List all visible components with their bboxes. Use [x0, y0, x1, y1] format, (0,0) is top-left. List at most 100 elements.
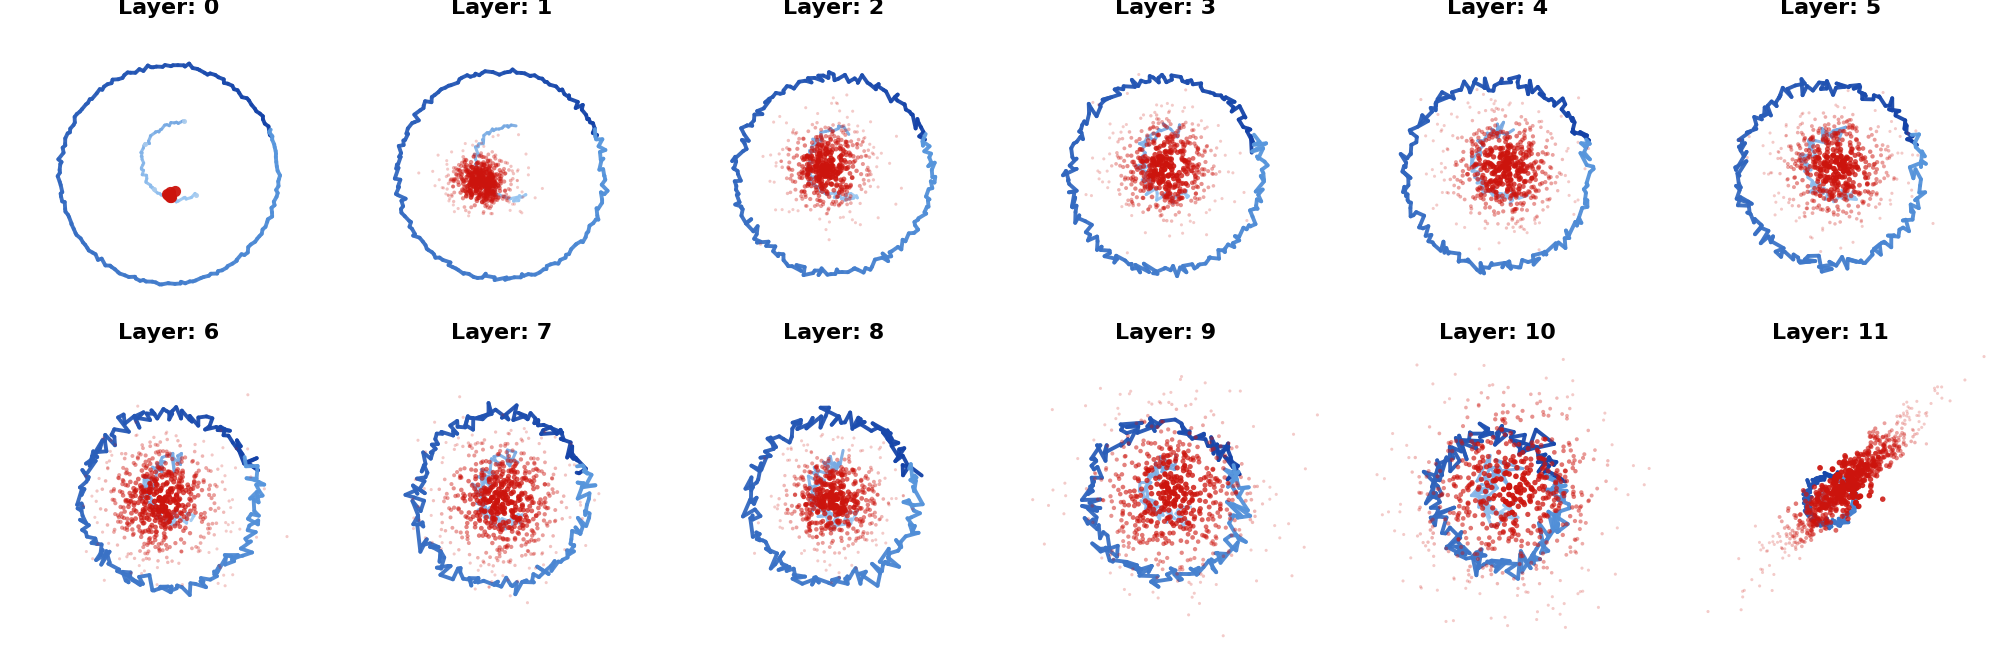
Point	[498, 477, 529, 487]
Point	[500, 505, 531, 515]
Point	[1834, 158, 1866, 169]
Point	[1147, 176, 1179, 187]
Point	[1782, 148, 1814, 159]
Point	[130, 492, 162, 503]
Point	[470, 485, 501, 496]
Point	[1093, 568, 1125, 578]
Point	[462, 177, 494, 187]
Point	[118, 498, 150, 508]
Point	[468, 208, 500, 218]
Point	[1534, 434, 1566, 445]
Point	[116, 517, 148, 527]
Point	[1780, 539, 1812, 549]
Point	[513, 516, 545, 527]
Point	[1117, 500, 1149, 511]
Point	[1794, 133, 1826, 143]
Point	[511, 537, 543, 547]
Point	[152, 189, 184, 199]
Point	[841, 143, 873, 153]
Point	[480, 194, 511, 205]
Point	[787, 475, 819, 485]
Point	[478, 492, 509, 502]
Point	[1510, 189, 1542, 199]
Point	[505, 517, 537, 527]
Point	[496, 199, 527, 209]
Point	[1237, 421, 1269, 432]
Point	[1163, 515, 1195, 525]
Point	[198, 490, 230, 500]
Point	[1137, 137, 1169, 147]
Point	[1483, 158, 1514, 169]
Point	[1491, 185, 1522, 195]
Point	[811, 486, 843, 497]
Point	[474, 187, 505, 198]
Point	[1467, 519, 1498, 529]
Point	[1163, 186, 1195, 197]
Point	[1804, 171, 1836, 182]
Point	[797, 503, 829, 513]
Point	[452, 172, 484, 182]
Point	[1135, 160, 1167, 171]
Point	[1804, 525, 1836, 536]
Point	[1457, 453, 1489, 463]
Point	[152, 434, 184, 445]
Point	[1542, 503, 1574, 513]
Point	[1824, 190, 1856, 201]
Point	[843, 503, 875, 513]
Point	[444, 471, 476, 481]
Point	[1183, 453, 1215, 464]
Point	[1528, 511, 1560, 521]
Point	[1495, 141, 1526, 152]
Point	[416, 166, 448, 177]
Point	[162, 482, 194, 492]
Point	[1123, 144, 1155, 154]
Point	[1049, 490, 1081, 501]
Point	[841, 486, 873, 496]
Point	[537, 488, 569, 498]
Point	[1421, 109, 1453, 119]
Point	[1538, 478, 1570, 488]
Point	[126, 531, 158, 542]
Point	[817, 483, 849, 494]
Point	[1183, 506, 1215, 516]
Point	[1171, 502, 1203, 513]
Point	[194, 504, 226, 514]
Point	[1802, 490, 1834, 500]
Point	[1141, 168, 1173, 179]
Point	[156, 474, 188, 484]
Point	[1153, 189, 1185, 199]
Point	[1798, 519, 1830, 529]
Point	[821, 432, 853, 442]
Point	[1846, 197, 1878, 207]
Point	[490, 168, 521, 179]
Point	[178, 483, 210, 494]
Point	[1471, 145, 1502, 156]
Point	[1828, 461, 1860, 471]
Point	[799, 123, 831, 133]
Point	[496, 465, 527, 475]
Point	[496, 161, 527, 172]
Point	[1435, 438, 1467, 449]
Point	[1832, 480, 1864, 491]
Point	[458, 168, 490, 179]
Point	[1489, 414, 1520, 424]
Point	[1838, 162, 1870, 172]
Point	[1137, 509, 1169, 519]
Point	[1812, 194, 1844, 205]
Point	[793, 508, 825, 518]
Point	[1864, 150, 1896, 160]
Point	[466, 485, 498, 496]
Point	[1129, 182, 1161, 193]
Point	[1816, 150, 1848, 160]
Point	[859, 540, 891, 550]
Point	[110, 468, 142, 478]
Point	[478, 197, 509, 208]
Point	[1514, 528, 1546, 539]
Point	[1822, 490, 1854, 501]
Point	[130, 496, 162, 507]
Point	[1786, 523, 1818, 534]
Point	[1143, 506, 1175, 517]
Point	[1121, 513, 1153, 523]
Point	[1449, 403, 1481, 413]
Point	[1522, 554, 1554, 564]
